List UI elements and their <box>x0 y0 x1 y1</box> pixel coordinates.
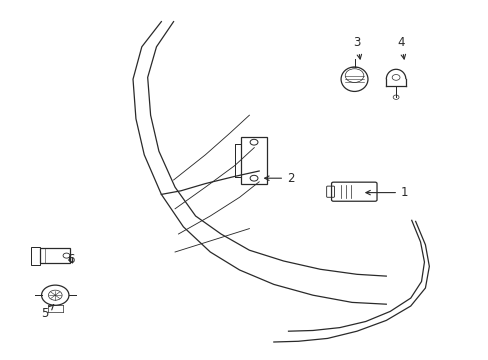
Bar <box>240 137 267 184</box>
Text: 5: 5 <box>41 305 54 320</box>
Text: 4: 4 <box>397 36 405 59</box>
Text: 2: 2 <box>264 172 294 185</box>
Text: 6: 6 <box>67 253 74 266</box>
Bar <box>40 248 70 263</box>
Text: 3: 3 <box>353 36 361 59</box>
Bar <box>31 247 40 265</box>
Text: 1: 1 <box>365 186 407 199</box>
